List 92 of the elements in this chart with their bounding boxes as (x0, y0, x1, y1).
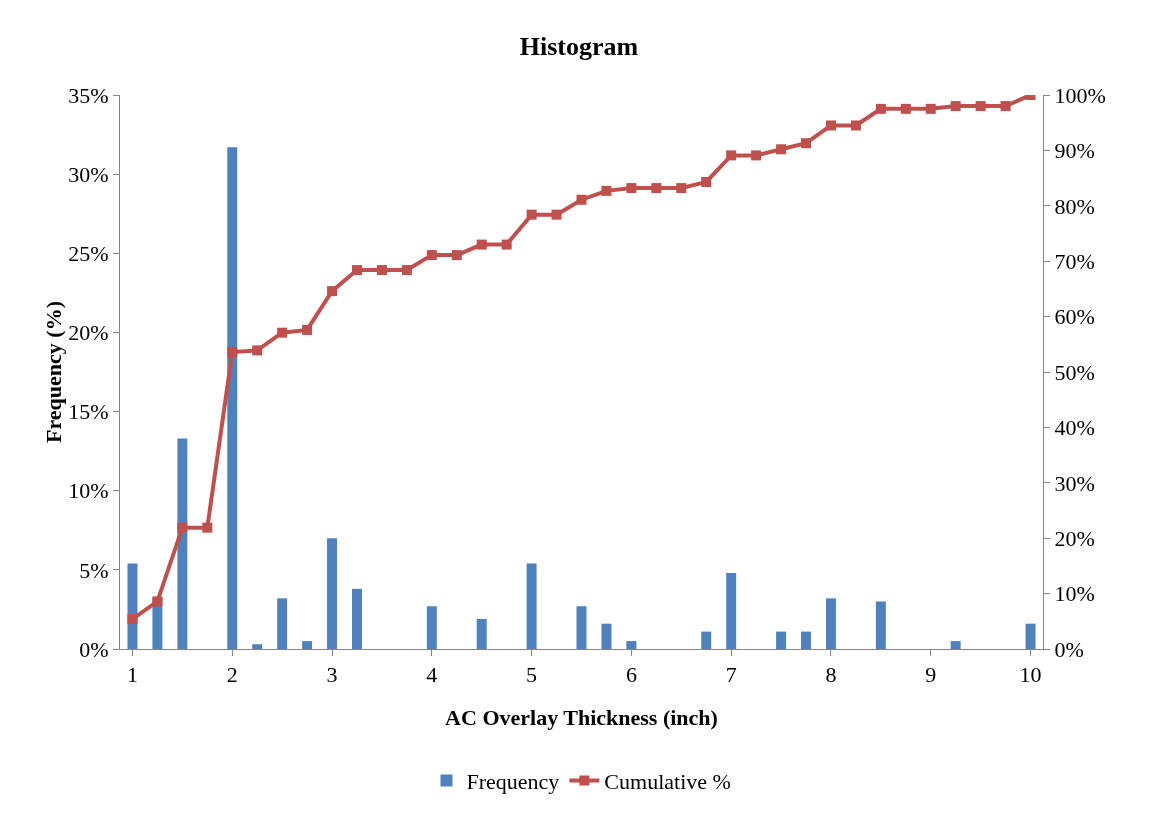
x-tick-label: 10 (1019, 662, 1042, 688)
x-tick-label: 1 (126, 662, 138, 688)
x-tick-label: 8 (825, 662, 837, 688)
y2-tick-label: 50% (1054, 359, 1095, 385)
bar (352, 588, 362, 649)
bar (327, 538, 338, 649)
point (601, 185, 612, 196)
x-axis-title: AC Overlay Thickness (inch) (445, 705, 718, 730)
point (327, 286, 338, 297)
point (701, 176, 712, 187)
point (177, 522, 188, 533)
point (401, 265, 412, 276)
point (676, 183, 687, 194)
point (277, 327, 288, 338)
point (900, 103, 911, 114)
bar (177, 438, 188, 649)
bar (227, 147, 238, 649)
y2-tick-label: 20% (1054, 525, 1095, 551)
legend-label: Frequency (466, 769, 560, 795)
y2-tick-label: 30% (1054, 470, 1095, 496)
bar (801, 631, 811, 649)
y-tick-label: 10% (68, 478, 109, 504)
bar (601, 623, 612, 649)
bar (726, 573, 737, 649)
point (501, 239, 512, 250)
y-axis-title: Frequency (%) (41, 301, 67, 443)
bar (426, 606, 437, 649)
bar (476, 618, 487, 649)
legend-label: Cumulative % (604, 769, 731, 795)
y-tick-label: 0% (79, 636, 109, 662)
bar (526, 563, 537, 649)
point (1000, 101, 1011, 112)
point (526, 209, 537, 220)
point (925, 103, 936, 114)
point (576, 194, 587, 205)
bar (127, 563, 138, 649)
y-tick-label: 35% (68, 82, 109, 108)
point (825, 120, 836, 131)
point (227, 347, 238, 358)
x-tick-label: 4 (426, 662, 438, 688)
point (476, 239, 487, 250)
y2-tick-label: 80% (1054, 193, 1095, 219)
y2-tick-label: 40% (1054, 415, 1095, 441)
point (127, 614, 138, 625)
y2-tick-label: 100% (1054, 82, 1106, 108)
point (626, 183, 637, 194)
point (726, 150, 737, 161)
y-tick-label: 20% (68, 320, 109, 346)
y2-tick-label: 10% (1054, 581, 1095, 607)
point (950, 101, 961, 112)
point (801, 138, 812, 149)
x-tick-label: 9 (925, 662, 937, 688)
y-tick-label: 15% (68, 399, 109, 425)
point (850, 120, 861, 131)
point (651, 183, 662, 194)
x-tick-label: 6 (625, 662, 637, 688)
x-tick-label: 3 (326, 662, 338, 688)
bar (875, 601, 886, 649)
point (252, 345, 263, 356)
bar (825, 598, 836, 649)
point (875, 103, 886, 114)
point (451, 250, 462, 261)
bar (576, 606, 587, 649)
x-tick-label: 5 (526, 662, 538, 688)
y-tick-label: 25% (68, 240, 109, 266)
y2-tick-label: 90% (1054, 138, 1095, 164)
bar (302, 641, 313, 649)
point (376, 265, 387, 276)
point (751, 150, 762, 161)
y2-tick-label: 0% (1054, 636, 1084, 662)
bar (252, 644, 263, 649)
y-tick-label: 30% (68, 161, 109, 187)
point (776, 144, 787, 155)
bar (1025, 623, 1036, 649)
x-tick-label: 7 (725, 662, 737, 688)
bar (950, 641, 961, 649)
bar (277, 598, 288, 649)
point (351, 265, 362, 276)
x-tick-label: 2 (226, 662, 238, 688)
point (551, 209, 562, 220)
y2-tick-label: 70% (1054, 248, 1095, 274)
point (975, 101, 986, 112)
bar (626, 641, 637, 649)
chart-title: Histogram (519, 31, 639, 61)
point (426, 250, 437, 261)
bar (701, 631, 712, 649)
point (152, 596, 163, 607)
point (302, 324, 313, 335)
point (202, 522, 213, 533)
y-tick-label: 5% (79, 557, 109, 583)
y2-tick-label: 60% (1054, 304, 1095, 330)
bar (776, 631, 787, 649)
